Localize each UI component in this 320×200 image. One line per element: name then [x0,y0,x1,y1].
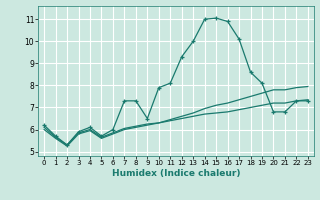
X-axis label: Humidex (Indice chaleur): Humidex (Indice chaleur) [112,169,240,178]
